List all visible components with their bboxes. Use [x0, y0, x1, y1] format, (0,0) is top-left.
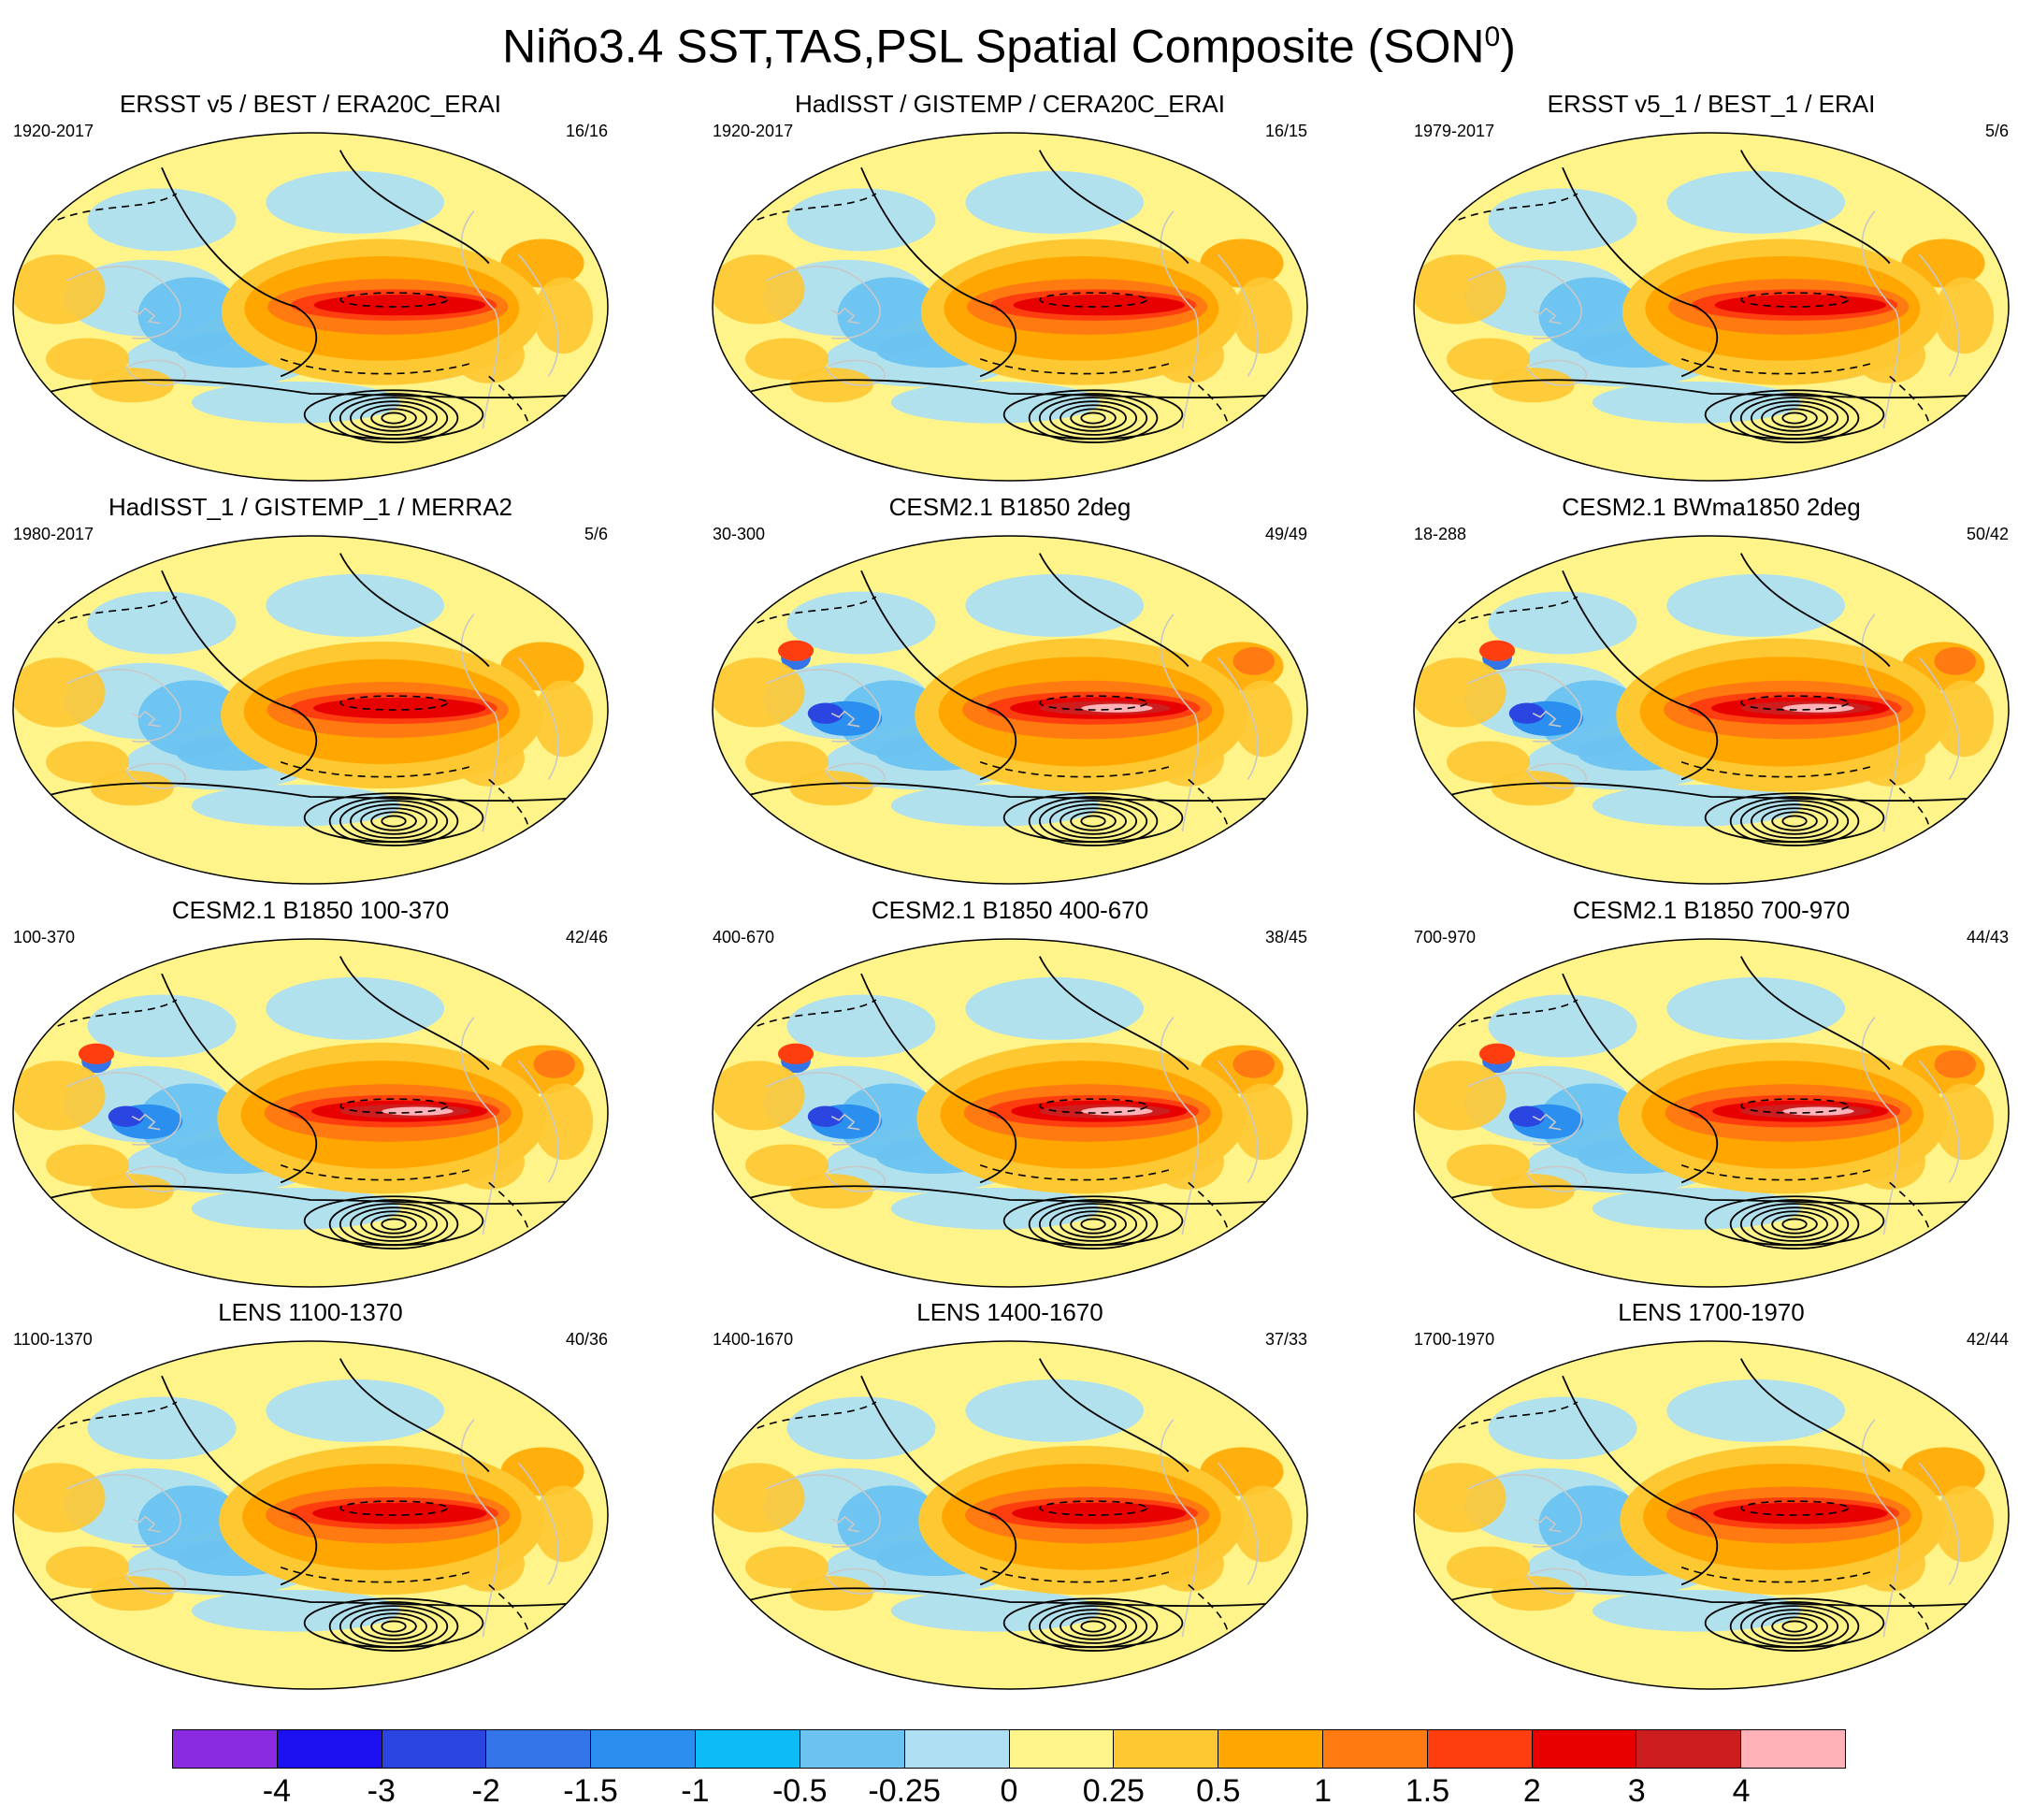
- panel-title: LENS 1400-1670: [916, 1298, 1103, 1326]
- colorbar-swatch: [1741, 1730, 1845, 1768]
- panel-title: ERSST v5_1 / BEST_1 / ERAI: [1547, 90, 1876, 118]
- composite-map: [1413, 535, 2010, 885]
- composite-map: [712, 132, 1308, 482]
- colorbar-swatch: [1532, 1730, 1637, 1768]
- colorbar-label: -1.5: [563, 1773, 618, 1809]
- panel-years: 1920-2017: [713, 122, 794, 140]
- panel-years: 400-670: [713, 928, 775, 946]
- panel-years: 1400-1670: [713, 1330, 794, 1349]
- colorbar-swatch: [486, 1730, 592, 1768]
- panel-years: 1980-2017: [13, 525, 94, 543]
- composite-map: [1413, 938, 2010, 1288]
- colorbar-swatch: [904, 1730, 1010, 1768]
- panel-count: 42/46: [565, 928, 608, 946]
- map-panel: LENS 1100-1370 1100-1370 40/36: [7, 1298, 653, 1702]
- colorbar-label: 0.25: [1082, 1773, 1145, 1809]
- colorbar: [172, 1729, 1846, 1769]
- colorbar-label: -2: [471, 1773, 500, 1809]
- colorbar-swatch: [1218, 1730, 1323, 1768]
- panel-years: 1979-2017: [1414, 122, 1495, 140]
- panel-years: 1700-1970: [1414, 1330, 1495, 1349]
- map-panel: LENS 1700-1970 1700-1970 42/44: [1408, 1298, 2018, 1702]
- panel-count: 50/42: [1966, 525, 2009, 543]
- colorbar-label: -3: [367, 1773, 396, 1809]
- colorbar-label: 4: [1732, 1773, 1751, 1809]
- panel-title: LENS 1100-1370: [218, 1298, 403, 1326]
- colorbar-label: -1: [681, 1773, 710, 1809]
- composite-map: [712, 1340, 1308, 1690]
- composite-map: [1413, 132, 2010, 482]
- panel-years: 100-370: [13, 928, 76, 946]
- composite-map: [12, 535, 609, 885]
- panel-title: LENS 1700-1970: [1618, 1298, 1805, 1326]
- colorbar-swatch: [173, 1730, 278, 1768]
- map-panel: CESM2.1 B1850 100-370 100-370 42/46: [7, 896, 653, 1300]
- panel-count: 5/6: [584, 525, 608, 543]
- colorbar-swatch: [1114, 1730, 1219, 1768]
- composite-map: [712, 938, 1308, 1288]
- map-panel: ERSST v5 / BEST / ERA20C_ERAI 1920-2017 16…: [7, 90, 653, 494]
- panel-title: CESM2.1 BWma1850 2deg: [1562, 493, 1861, 521]
- panel-count: 38/45: [1264, 928, 1307, 946]
- panel-years: 1100-1370: [13, 1330, 93, 1349]
- colorbar-label: 1.5: [1405, 1773, 1450, 1809]
- figure-title: Niño3.4 SST,TAS,PSL Spatial Composite (S…: [502, 20, 1516, 73]
- panel-title: CESM2.1 B1850 100-370: [171, 896, 450, 924]
- panel-years: 18-288: [1414, 525, 1467, 543]
- panel-title: ERSST v5 / BEST / ERA20C_ERAI: [120, 90, 501, 118]
- map-panel: CESM2.1 B1850 2deg 30-300 49/49: [707, 493, 1352, 897]
- colorbar-label: 1: [1314, 1773, 1333, 1809]
- colorbar-label: 2: [1522, 1773, 1541, 1809]
- colorbar-swatch: [1427, 1730, 1533, 1768]
- map-panel: ERSST v5_1 / BEST_1 / ERAI 1979-2017 5/6: [1408, 90, 2018, 494]
- panel-count: 44/43: [1966, 928, 2009, 946]
- colorbar-swatch: [1322, 1730, 1428, 1768]
- map-panel: LENS 1400-1670 1400-1670 37/33: [707, 1298, 1352, 1702]
- panel-count: 42/44: [1966, 1330, 2009, 1349]
- panel-title: CESM2.1 B1850 2deg: [888, 493, 1132, 521]
- panel-title: HadISST_1 / GISTEMP_1 / MERRA2: [108, 493, 513, 521]
- panel-count: 5/6: [1984, 122, 2009, 140]
- panel-count: 16/15: [1264, 122, 1307, 140]
- panel-title: CESM2.1 B1850 700-970: [1572, 896, 1851, 924]
- composite-map: [12, 938, 609, 1288]
- colorbar-label: -0.5: [771, 1773, 828, 1809]
- map-panel: HadISST_1 / GISTEMP_1 / MERRA2 1980-2017 5…: [7, 493, 653, 897]
- map-panel: CESM2.1 B1850 400-670 400-670 38/45: [707, 896, 1352, 1300]
- composite-map: [1413, 1340, 2010, 1690]
- colorbar-label: -4: [262, 1773, 291, 1809]
- colorbar-swatch: [696, 1730, 800, 1768]
- composite-map: [12, 1340, 609, 1690]
- colorbar-label: -0.25: [868, 1773, 941, 1809]
- colorbar-swatch: [800, 1730, 905, 1768]
- colorbar-label: 3: [1627, 1773, 1646, 1809]
- composite-map: [712, 535, 1308, 885]
- colorbar-swatch: [591, 1730, 697, 1768]
- panel-title: CESM2.1 B1850 400-670: [871, 896, 1149, 924]
- colorbar-swatch: [382, 1730, 487, 1768]
- colorbar-swatch: [277, 1730, 382, 1768]
- panel-years: 30-300: [713, 525, 766, 543]
- map-panel: CESM2.1 B1850 700-970 700-970 44/43: [1408, 896, 2018, 1300]
- colorbar-swatch: [1636, 1730, 1742, 1768]
- composite-map: [12, 132, 609, 482]
- map-panel: HadISST / GISTEMP / CERA20C_ERAI 1920-201…: [707, 90, 1352, 494]
- map-panel: CESM2.1 BWma1850 2deg 18-288 50/42: [1408, 493, 2018, 897]
- panel-count: 37/33: [1264, 1330, 1307, 1349]
- panel-count: 16/16: [565, 122, 608, 140]
- colorbar-label: 0: [1000, 1773, 1018, 1809]
- panel-title: HadISST / GISTEMP / CERA20C_ERAI: [795, 90, 1225, 118]
- colorbar-labels: -4 -3 -2 -1.5 -1 -0.5 -0.25 0 0.25 0.5 1 1.5 2 3 4: [0, 1773, 2018, 1820]
- panel-years: 1920-2017: [13, 122, 94, 140]
- panel-count: 49/49: [1264, 525, 1307, 543]
- panel-count: 40/36: [565, 1330, 608, 1349]
- colorbar-swatch: [1009, 1730, 1115, 1768]
- panel-years: 700-970: [1414, 928, 1477, 946]
- colorbar-label: 0.5: [1196, 1773, 1241, 1809]
